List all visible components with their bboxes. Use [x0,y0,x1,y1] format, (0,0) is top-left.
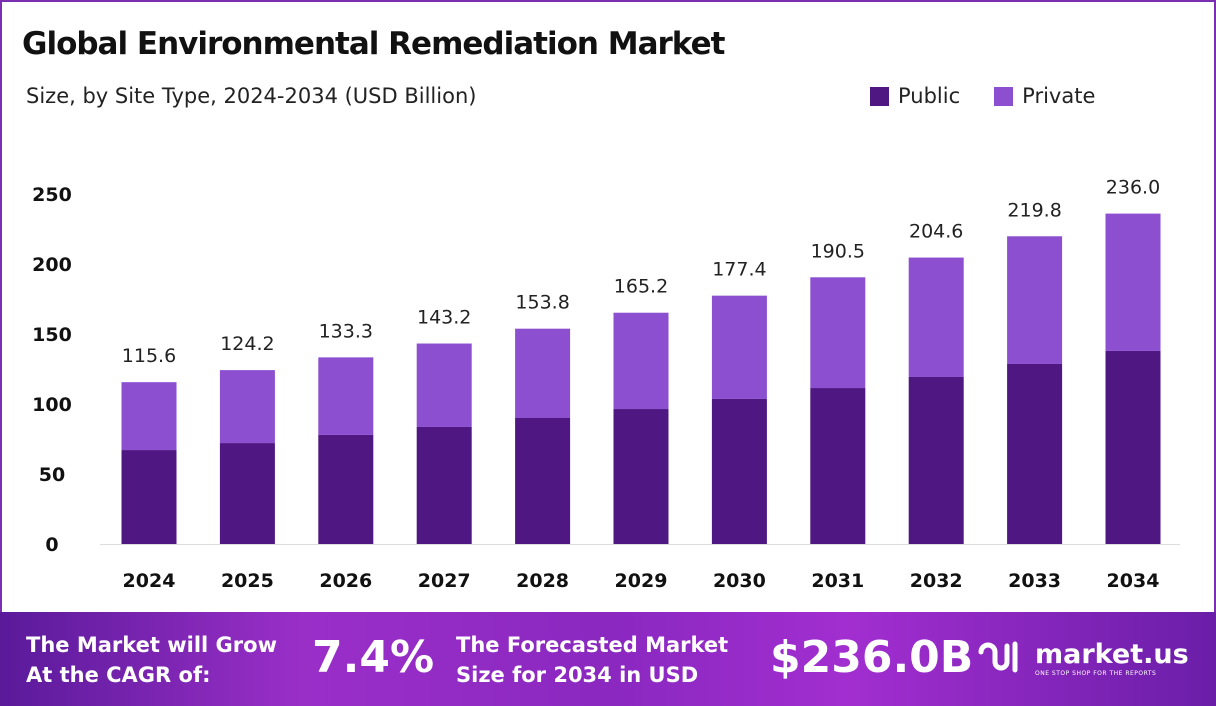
bar-private [121,382,177,451]
x-tick-label: 2028 [516,570,569,592]
market-us-logo-icon [978,641,1018,673]
x-tick-label: 2027 [418,570,471,592]
bar-private [908,257,964,377]
bar-private [515,328,571,418]
logo-text: market.us [1035,639,1189,670]
data-label-total: 165.2 [614,276,668,298]
x-tick-label: 2031 [811,570,864,592]
bar-private [318,357,374,435]
x-tick-label: 2024 [123,570,176,592]
logo-tagline: ONE STOP SHOP FOR THE REPORTS [1035,670,1157,677]
cagr-label-line2: At the CAGR of: [26,663,211,687]
y-tick-label: 200 [32,254,72,276]
y-tick-label: 50 [39,464,65,486]
data-label-total: 143.2 [417,307,471,329]
bar-public [219,443,275,544]
data-label-total: 204.6 [909,221,963,243]
bar-private [1007,236,1063,364]
chart-title: Global Environmental Remediation Market [22,26,725,62]
bar-public [908,376,964,544]
bar-public [1105,350,1161,544]
cagr-label: The Market will Grow At the CAGR of: [26,630,277,690]
bar-private [416,343,472,427]
legend-swatch-private [994,86,1014,106]
forecast-label-line2: Size for 2034 in USD [456,663,699,687]
chart-subtitle: Size, by Site Type, 2024-2034 (USD Billi… [26,84,477,108]
y-tick-label: 150 [32,324,72,346]
bar-public [121,450,177,544]
cagr-label-line1: The Market will Grow [26,633,277,657]
bar-chart: 0 50 100 150 200 250 115.6 2024 124.2 2025 133.3 20… [32,177,1180,592]
legend-item-public: Public [870,84,960,108]
bar-public [1007,363,1063,544]
data-label-total: 190.5 [811,240,865,262]
data-label-total: 115.6 [122,345,176,367]
bar-public [515,418,571,544]
y-tick-label: 100 [32,394,72,416]
bar-private [1105,213,1161,351]
bar-public [613,409,669,544]
market-us-logo: market.us ONE STOP SHOP FOR THE REPORTS [975,638,1189,678]
data-label-total: 153.8 [515,292,569,314]
bar-public [318,434,374,544]
data-label-total: 219.8 [1007,199,1061,221]
forecast-label-line1: The Forecasted Market [456,633,729,657]
data-label-total: 236.0 [1106,177,1160,199]
x-tick-label: 2026 [319,570,372,592]
y-tick-label: 0 [45,534,58,556]
x-tick-label: 2034 [1107,570,1160,592]
legend-swatch-public [870,86,889,106]
bar-private [711,295,767,399]
data-label-total: 124.2 [220,333,274,355]
bar-public [810,388,866,544]
bar-private [219,370,275,444]
bar-public [416,426,472,544]
data-label-total: 133.3 [319,320,373,342]
bar-public [711,398,767,544]
x-tick-label: 2030 [713,570,766,592]
data-label-total: 177.4 [712,259,766,281]
x-tick-label: 2032 [910,570,963,592]
y-tick-label: 250 [32,184,72,206]
cagr-value: 7.4% [312,632,435,683]
legend: Public Private [870,84,1095,108]
bar-private [613,312,669,410]
legend-item-private: Private [994,84,1095,108]
forecast-value: $236.0B [770,632,974,683]
x-tick-label: 2033 [1008,570,1061,592]
legend-label-public: Public [898,84,961,108]
x-tick-label: 2029 [615,570,668,592]
footer-banner: The Market will Grow At the CAGR of: 7.4… [0,612,1216,706]
legend-label-private: Private [1022,84,1096,108]
bar-private [810,277,866,389]
x-tick-label: 2025 [221,570,274,592]
forecast-label: The Forecasted Market Size for 2034 in U… [456,630,728,690]
